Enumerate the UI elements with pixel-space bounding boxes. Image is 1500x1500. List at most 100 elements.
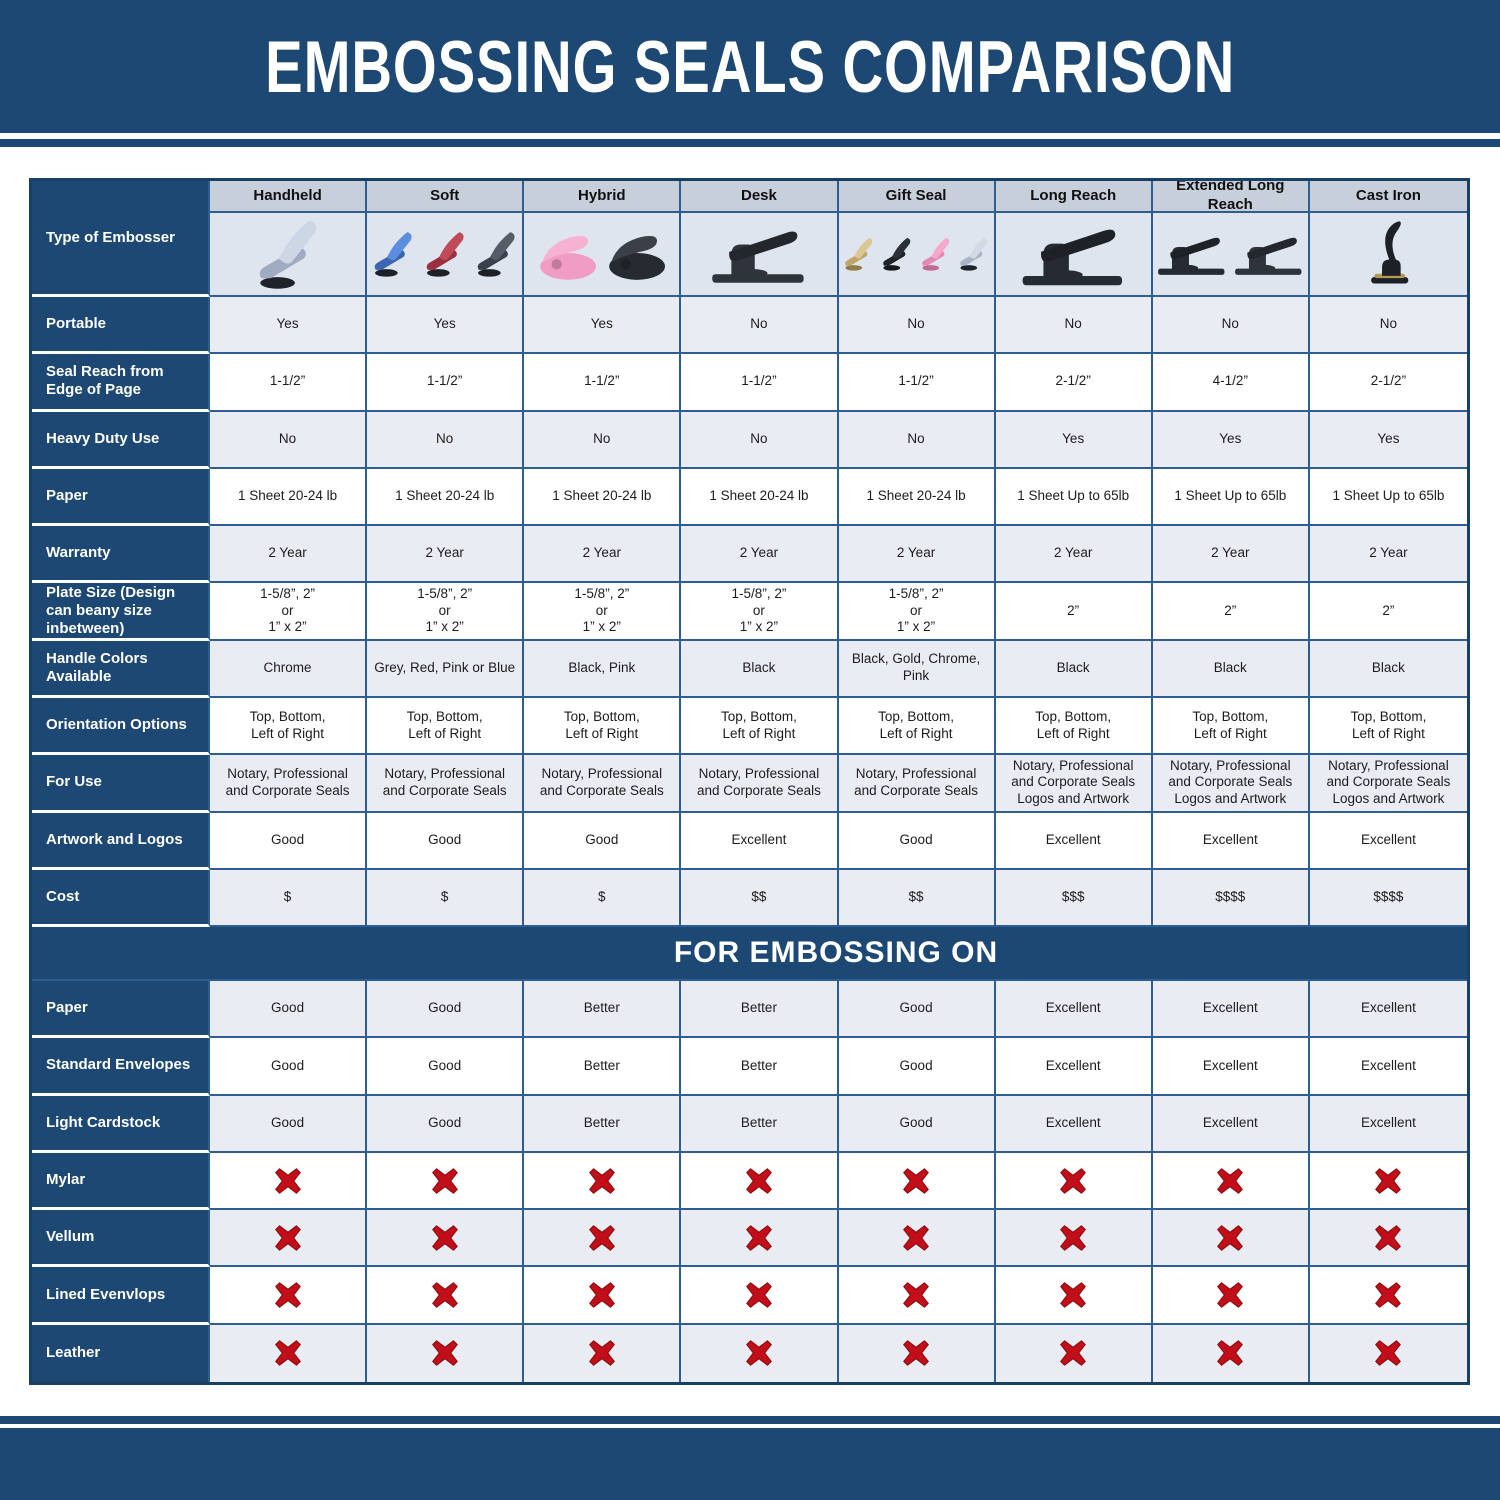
spec-cell: Yes [1309,411,1467,469]
embossing-cell [367,1210,525,1268]
spec-cell: 2 Year [1309,526,1467,584]
embossing-cell: Good [367,1095,525,1153]
spec-cell: $ [367,869,525,928]
red-x-icon [274,1340,301,1367]
spec-cell: Black, Gold, Chrome, Pink [838,640,996,698]
spec-cell: 2 Year [838,526,996,584]
spec-cell: Notary, Professional and Corporate Seals [681,755,839,813]
title-accent-line [0,139,1500,147]
spec-cell: Top, Bottom, Left of Right [210,697,368,756]
embossing-cell: Excellent [1309,1038,1467,1096]
spec-cell: 1 Sheet Up to 65lb [995,468,1153,527]
embossing-cell [838,1152,996,1211]
spec-cell: Yes [367,297,525,355]
column-header: Cast Iron [1309,181,1467,213]
red-x-icon [746,1167,772,1194]
embossing-cell: Good [367,1038,525,1096]
embossing-cell: Better [524,1038,682,1096]
gift-seal-embossers-photo [838,213,996,297]
embossing-cell: Good [367,981,525,1039]
spec-cell: 2 Year [524,526,682,584]
embossing-cell [1309,1210,1467,1268]
embossing-cell [1152,1152,1310,1211]
row-label: Handle Colors Available [32,640,210,698]
spec-cell: $ [210,869,368,928]
spec-cell: 2 Year [210,526,368,584]
spec-cell: Top, Bottom, Left of Right [838,697,996,756]
red-x-icon [1060,1282,1087,1309]
embossing-cell [838,1210,996,1268]
embossing-cell [681,1210,839,1268]
spec-cell: 1 Sheet Up to 65lb [1309,468,1467,527]
embossing-cell: Better [524,1095,682,1153]
spec-cell: Excellent [681,812,839,870]
embossing-cell: Excellent [995,1095,1153,1153]
spec-cell: 1-1/2” [681,354,839,412]
embossing-cell [367,1324,525,1382]
embossing-cell [995,1324,1153,1382]
embossing-cell [995,1152,1153,1211]
embossing-cell [1152,1267,1310,1325]
red-x-icon [431,1224,458,1251]
embossing-cell [1309,1152,1467,1211]
spec-cell: Notary, Professional and Corporate Seals [367,755,525,813]
spec-cell: Top, Bottom, Left of Right [367,697,525,756]
embossing-cell [681,1267,839,1325]
column-header: Long Reach [995,181,1153,213]
red-x-icon [1375,1282,1402,1309]
spec-cell: 1 Sheet 20-24 lb [838,468,996,527]
spec-cell: Notary, Professional and Corporate Seals [210,755,368,813]
chrome-handheld-embosser-photo [210,213,368,297]
spec-cell: Excellent [1152,812,1310,870]
red-x-icon [588,1224,615,1251]
spec-cell: 2” [1309,583,1467,641]
spec-cell: $$ [838,869,996,928]
footer-band [0,1428,1500,1500]
column-header: Handheld [210,181,368,213]
spec-cell: Black [1152,640,1310,698]
embossing-section-header: FOR EMBOSSING ON [32,927,1467,982]
embossing-cell: Good [210,981,368,1039]
row-label: Portable [32,297,210,355]
spec-cell: Top, Bottom, Left of Right [1309,697,1467,756]
embossing-cell: Better [681,1095,839,1153]
spec-cell: 1-1/2” [367,354,525,412]
spec-cell: 2 Year [995,526,1153,584]
row-label: Standard Envelopes [32,1038,210,1096]
red-x-icon [1217,1340,1244,1367]
embossing-cell [524,1210,682,1268]
embossing-cell [210,1267,368,1325]
embossing-cell: Excellent [1152,1038,1310,1096]
footer-accent-line [0,1416,1500,1424]
spec-cell: 1-5/8”, 2” or 1” x 2” [681,583,839,641]
red-x-icon [1217,1167,1244,1194]
embossing-cell [524,1152,682,1211]
red-x-icon [746,1282,772,1309]
embossing-cell [1152,1324,1310,1382]
spec-cell: 2-1/2” [995,354,1153,412]
spec-cell: Top, Bottom, Left of Right [995,697,1153,756]
spec-cell: No [681,297,839,355]
embossing-cell [210,1152,368,1211]
embossing-cell: Good [210,1038,368,1096]
embossing-cell: Good [210,1095,368,1153]
column-header: Hybrid [524,181,682,213]
embossing-cell [838,1324,996,1382]
row-label: Artwork and Logos [32,812,210,870]
embossing-cell: Good [838,981,996,1039]
spec-cell: 2” [995,583,1153,641]
row-label: Lined Evenvlops [32,1267,210,1325]
embossing-cell [210,1324,368,1382]
embossing-cell [838,1267,996,1325]
row-label: Plate Size (Design can beany size inbetw… [32,583,210,641]
hybrid-embossers-photo [524,213,682,297]
extended-long-reach-embossers-photo [1152,213,1310,297]
spec-cell: 2 Year [1152,526,1310,584]
red-x-icon [1217,1282,1244,1309]
spec-cell: Black [995,640,1153,698]
row-label: For Use [32,755,210,813]
spec-cell: Excellent [1309,812,1467,870]
spec-cell: $$$ [995,869,1153,928]
embossing-cell [995,1267,1153,1325]
row-label: Seal Reach from Edge of Page [32,354,210,412]
